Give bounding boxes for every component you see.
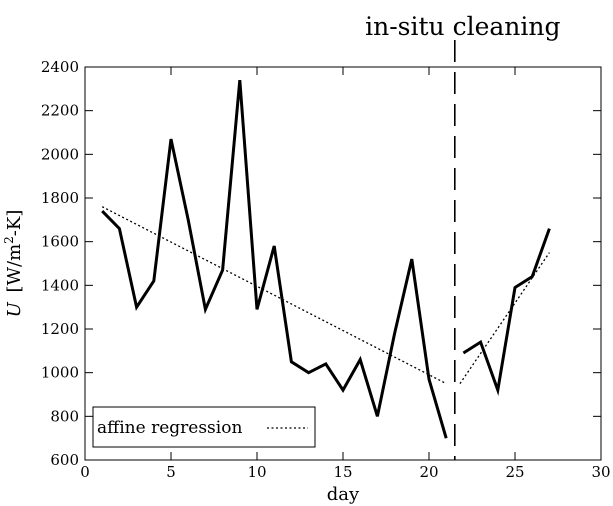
x-ticks: 0 5 10 15 20 25 30	[80, 67, 611, 481]
series-before-cleaning	[101, 79, 448, 439]
y-axis-label: U [W/m2-K]	[2, 210, 25, 318]
x-tick-label: 5	[166, 463, 176, 481]
series-before-cleaning-fit	[101, 206, 447, 385]
x-tick-label: 20	[419, 463, 438, 481]
y-axis-label-units: [W/m	[4, 244, 25, 293]
y-tick-label: 800	[50, 407, 79, 425]
x-tick-label: 15	[333, 463, 352, 481]
y-tick-label: 600	[50, 451, 79, 469]
series-after-cleaning	[462, 228, 551, 397]
plot-frame	[84, 66, 602, 461]
legend-label: affine regression	[97, 418, 242, 438]
y-ticks: 600 800 1000 1200 1400 1600 1800 2000 2200 2400	[41, 58, 601, 469]
y-tick-label: 2000	[41, 145, 79, 163]
y-axis-label-units-sup: 2	[2, 236, 16, 244]
x-tick-label: 25	[505, 463, 524, 481]
y-tick-label: 2200	[41, 102, 79, 120]
x-tick-label: 0	[80, 463, 90, 481]
y-tick-label: 1000	[41, 364, 79, 382]
x-tick-label: 30	[591, 463, 610, 481]
y-axis-label-units-suffix: -K]	[4, 210, 25, 237]
x-axis-label: day	[327, 484, 360, 505]
legend-box	[92, 406, 316, 448]
annotation-text: in-situ cleaning	[365, 12, 560, 41]
y-tick-label: 2400	[41, 58, 79, 76]
series-layer	[101, 79, 551, 439]
legend: affine regression	[92, 406, 316, 448]
y-tick-label: 1600	[41, 233, 79, 251]
y-axis-label-symbol: U	[4, 301, 25, 317]
x-tick-label: 10	[247, 463, 266, 481]
y-tick-label: 1200	[41, 320, 79, 338]
y-tick-label: 1400	[41, 276, 79, 294]
series-after-cleaning-fit	[459, 252, 550, 384]
y-tick-label: 1800	[41, 189, 79, 207]
